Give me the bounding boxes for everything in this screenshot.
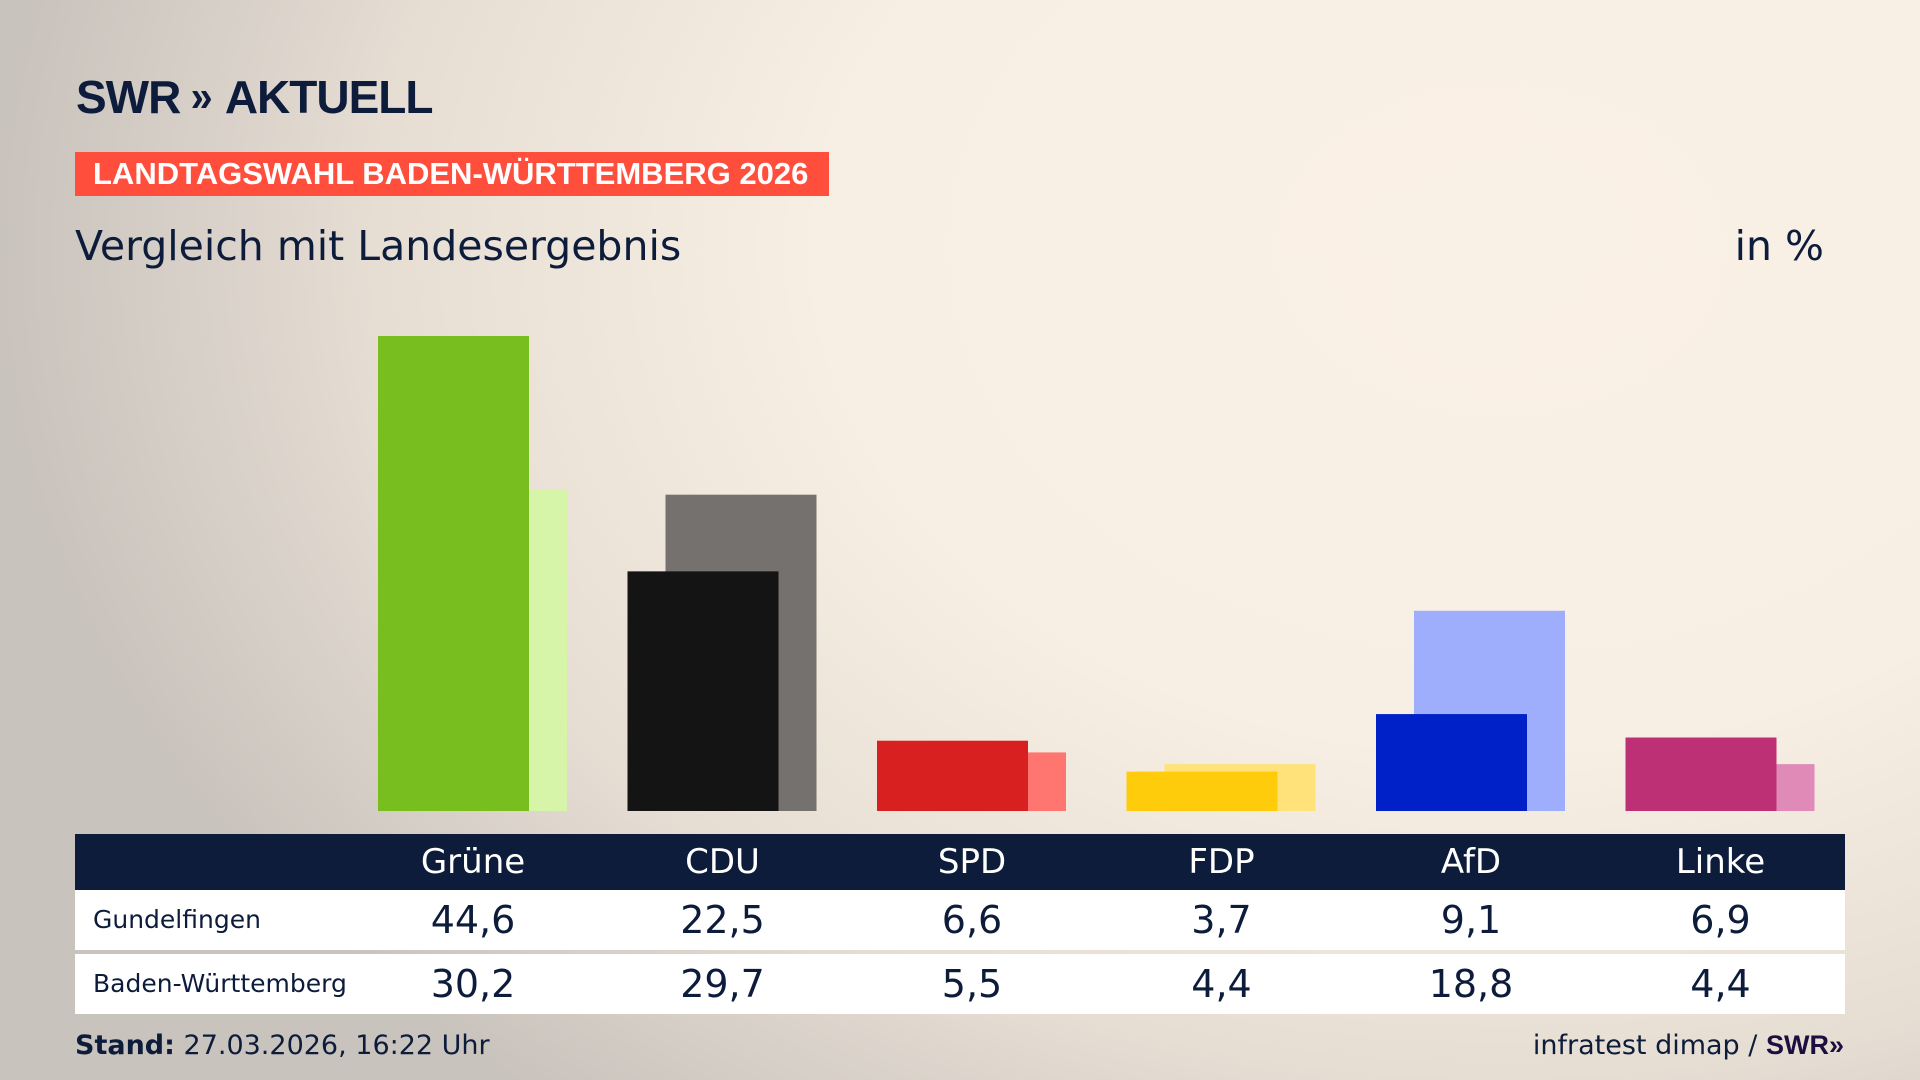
bar-spd-local — [877, 740, 1028, 811]
table-cell: 6,9 — [1690, 898, 1751, 942]
table-cell: 4,4 — [1690, 962, 1751, 1006]
table-cell: 29,7 — [680, 962, 765, 1006]
bar-fdp-local — [1126, 771, 1278, 811]
table-cell: 4,4 — [1191, 962, 1252, 1006]
table-cell: 3,7 — [1191, 898, 1252, 942]
logo-swr: SWR — [76, 71, 181, 123]
table-row: Baden-Württemberg 30,2 29,7 5,5 4,4 18,8 4,4 — [75, 954, 1845, 1014]
swr-aktuell-logo: SWR» AKTUELL — [76, 70, 434, 124]
table-cell: 44,6 — [430, 898, 516, 942]
unit-label: in % — [1734, 222, 1824, 270]
column-header: Grüne — [420, 842, 526, 882]
column-header: SPD — [937, 842, 1007, 882]
chart-subtitle: Vergleich mit Landesergebnis — [75, 222, 682, 270]
timestamp: Stand: 27.03.2026, 16:22 Uhr — [75, 1030, 490, 1061]
logo-aktuell: AKTUELL — [224, 71, 434, 123]
table-cell: 9,1 — [1440, 898, 1502, 942]
bar-afd-local — [1376, 714, 1527, 811]
table-row: Gundelfingen 44,6 22,5 6,6 3,7 9,1 6,9 — [75, 890, 1845, 950]
bar-gruene-local — [378, 336, 529, 811]
column-header: AfD — [1440, 842, 1502, 882]
table-cell: 6,6 — [941, 898, 1003, 942]
table-header: Grüne CDU SPD FDP AfD Linke — [75, 834, 1845, 890]
bar-linke-local — [1625, 737, 1777, 811]
swr-small-logo: SWR» — [1765, 1030, 1844, 1060]
table-cell: 5,5 — [941, 962, 1003, 1006]
source-credit: infratest dimap / SWR» — [1533, 1030, 1844, 1061]
column-header: CDU — [685, 842, 760, 882]
bar-cdu-local — [627, 571, 779, 811]
table-cell: 18,8 — [1428, 962, 1514, 1006]
table-cell: 22,5 — [680, 898, 765, 942]
column-header: FDP — [1188, 842, 1255, 882]
stand-value: 27.03.2026, 16:22 Uhr — [183, 1030, 490, 1061]
row-label: Gundelfingen — [93, 905, 261, 934]
column-header: Linke — [1675, 842, 1766, 882]
table-cell: 30,2 — [430, 962, 516, 1006]
source-text: infratest dimap / — [1532, 1030, 1758, 1061]
stand-label: Stand: — [75, 1030, 175, 1061]
bar-chart — [378, 336, 1815, 811]
results-table: Grüne CDU SPD FDP AfD Linke Gundelfingen 44,6… — [75, 834, 1845, 1014]
row-label: Baden-Württemberg — [93, 969, 347, 998]
election-banner: LANDTAGSWAHL BADEN-WÜRTTEMBERG 2026 — [75, 152, 829, 196]
